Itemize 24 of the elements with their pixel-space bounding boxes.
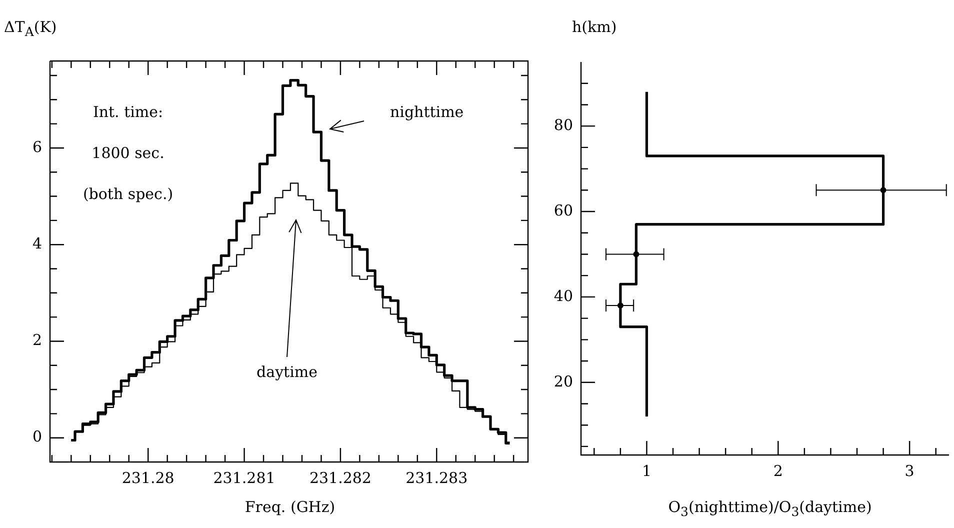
annotation: 1800 sec. [92,144,164,162]
x-tick-label: 231.281 [213,468,276,487]
annotation: daytime [256,362,318,381]
annotation: Int. time: [92,102,164,121]
x-tick-label: 3 [904,462,914,480]
y-axis-title: h(km) [572,18,617,36]
x-axis-title: Freq. (GHz) [244,498,336,516]
x-axis-title: O$_{3}$(nighttime)/O$_{3}$(daytime) [668,498,872,519]
y-tick-label: 4 [32,234,42,252]
y-tick-label: 80 [554,116,573,134]
x-tick-label: 2 [773,462,783,480]
annotation: (both spec.) [82,184,174,203]
y-tick-label: 60 [554,201,573,220]
y-tick-label: 2 [32,331,42,350]
x-tick-label: 231.282 [309,468,372,487]
y-tick-label: 40 [554,286,573,305]
y-tick-label: 20 [554,372,573,390]
x-tick-label: 231.28 [122,468,174,487]
y-tick-label: 0 [32,428,42,446]
y-tick-label: 6 [32,138,42,156]
x-tick-label: 231.283 [406,468,468,487]
annotation: nighttime [390,102,464,121]
x-tick-label: 1 [642,462,652,480]
y-axis-title: ΔT$_{A}$(K) [4,18,57,39]
